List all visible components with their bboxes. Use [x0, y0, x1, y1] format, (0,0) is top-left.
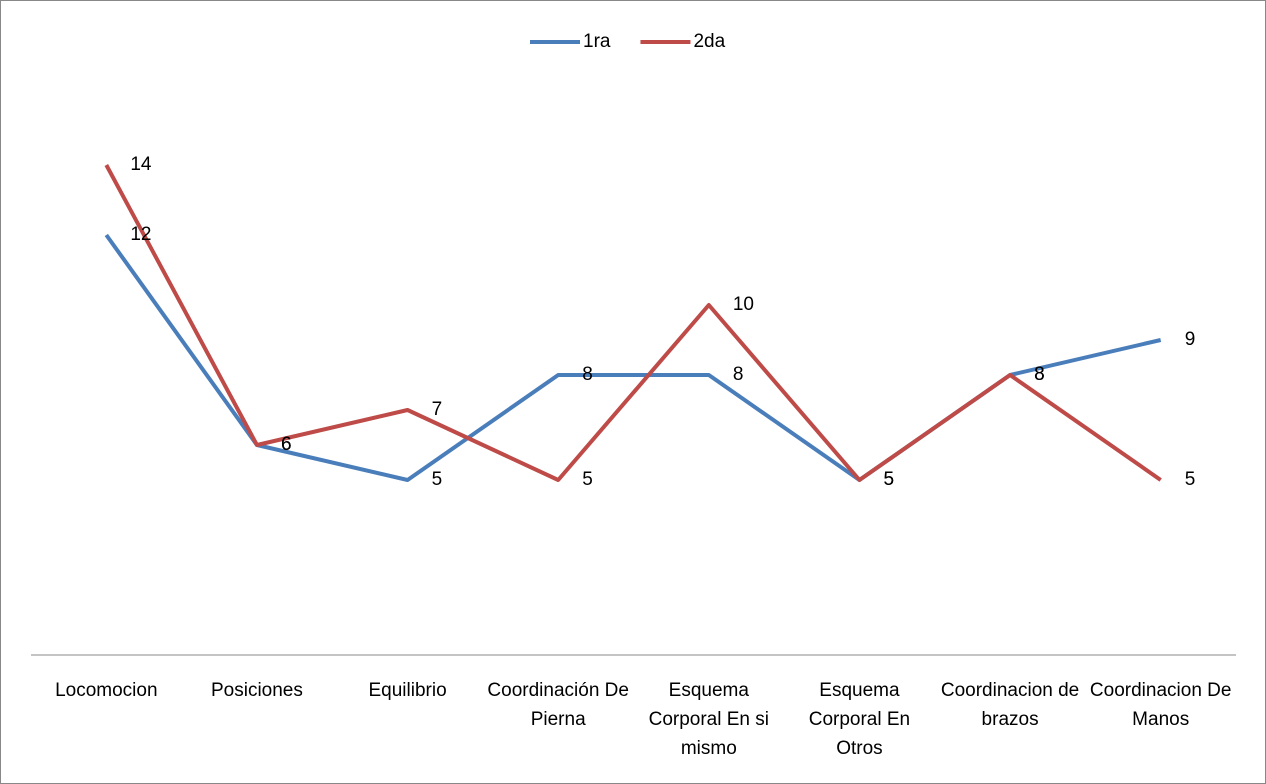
data-label: 8 — [1034, 364, 1045, 385]
data-label: 7 — [432, 399, 443, 420]
data-label: 6 — [281, 434, 292, 455]
data-label: 5 — [1185, 469, 1196, 490]
x-tick-label: Coordinacion de brazos — [940, 680, 1080, 730]
x-tick-label: Coordinación De Pierna — [487, 680, 629, 730]
data-label: 14 — [130, 154, 152, 175]
x-tick-label: Locomocion — [55, 680, 158, 701]
data-label: 12 — [130, 224, 151, 245]
data-label: 5 — [432, 469, 443, 490]
data-label: 5 — [883, 469, 894, 490]
x-tick-label: Esquema Corporal En Otros — [808, 680, 911, 759]
data-label: 6 — [281, 434, 292, 455]
series-line — [104, 164, 1162, 482]
x-tick-label: Posiciones — [210, 680, 303, 701]
x-tick-label: Coordinacion De Manos — [1089, 680, 1232, 730]
data-label: 9 — [1185, 329, 1196, 350]
data-label: 8 — [733, 364, 744, 385]
x-tick-label: Equilibrio — [368, 680, 447, 701]
legend-label: 1ra — [583, 31, 611, 52]
x-tick-label: Esquema Corporal En si mismo — [648, 680, 769, 759]
data-label: 8 — [582, 364, 593, 385]
data-label: 8 — [1034, 364, 1045, 385]
data-label: 5 — [883, 469, 894, 490]
data-label: 5 — [582, 469, 593, 490]
legend-label: 2da — [693, 31, 725, 52]
data-label: 10 — [733, 294, 754, 315]
